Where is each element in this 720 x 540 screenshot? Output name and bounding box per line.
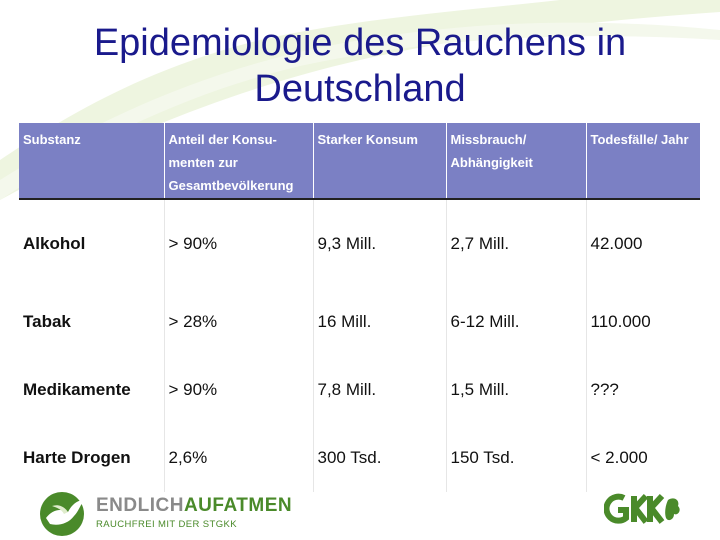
cell-missbrauch: 150 Tsd. [445, 424, 586, 492]
cell-substanz: Medikamente [23, 380, 131, 399]
logo-wordmark: ENDLICHAUFATMEN [96, 495, 292, 517]
title-line-2: Deutschland [254, 68, 466, 110]
header-missbrauch: Missbrauch/ Abhängigkeit [445, 123, 586, 198]
logo-tagline: RAUCHFREI MIT DER STGKK [96, 519, 237, 530]
cell-starker-konsum: 300 Tsd. [312, 424, 446, 492]
logo-word-2: AUFATMEN [183, 495, 293, 516]
header-todesfaelle: Todesfälle/ Jahr [585, 123, 700, 198]
cell-starker-konsum: 7,8 Mill. [312, 356, 446, 424]
cell-substanz: Tabak [23, 312, 71, 331]
header-starker-konsum: Starker Konsum [312, 123, 446, 198]
page-title: Epidemiologie des Rauchens in Deutschlan… [40, 20, 680, 112]
header-divider [19, 198, 700, 200]
table-row: Medikamente > 90% 7,8 Mill. 1,5 Mill. ??… [19, 356, 700, 424]
cell-missbrauch: 6-12 Mill. [445, 288, 586, 356]
cell-anteil: 2,6% [163, 424, 313, 492]
dove-icon [40, 492, 84, 536]
title-line-1: Epidemiologie des Rauchens in [93, 22, 627, 64]
table-row: Harte Drogen 2,6% 300 Tsd. 150 Tsd. < 2.… [19, 424, 700, 492]
logo-word-1: ENDLICH [96, 495, 184, 516]
cell-missbrauch: 2,7 Mill. [445, 200, 586, 288]
cell-todesfaelle: 42.000 [585, 200, 700, 288]
cell-anteil: > 28% [163, 288, 313, 356]
endlich-aufatmen-logo: ENDLICHAUFATMEN RAUCHFREI MIT DER STGKK [38, 490, 292, 538]
table-row: Alkohol > 90% 9,3 Mill. 2,7 Mill. 42.000 [19, 200, 700, 288]
cell-substanz: Alkohol [23, 234, 86, 253]
cell-todesfaelle: 110.000 [585, 288, 700, 356]
cell-starker-konsum: 16 Mill. [312, 288, 446, 356]
cell-missbrauch: 1,5 Mill. [445, 356, 586, 424]
header-substanz: Substanz [23, 132, 81, 147]
table-row: Tabak > 28% 16 Mill. 6-12 Mill. 110.000 [19, 288, 700, 356]
table-header-row: Substanz Anteil der Konsu- menten zur Ge… [19, 123, 700, 198]
header-anteil: Anteil der Konsu- menten zur Gesamtbevöl… [163, 123, 313, 198]
epidemiology-table: Substanz Anteil der Konsu- menten zur Ge… [19, 123, 700, 492]
cell-substanz: Harte Drogen [23, 448, 131, 467]
cell-todesfaelle: ??? [585, 356, 700, 424]
cell-anteil: > 90% [163, 356, 313, 424]
gkk-logo [604, 493, 680, 524]
cell-anteil: > 90% [163, 200, 313, 288]
cell-todesfaelle: < 2.000 [585, 424, 700, 492]
cell-starker-konsum: 9,3 Mill. [312, 200, 446, 288]
